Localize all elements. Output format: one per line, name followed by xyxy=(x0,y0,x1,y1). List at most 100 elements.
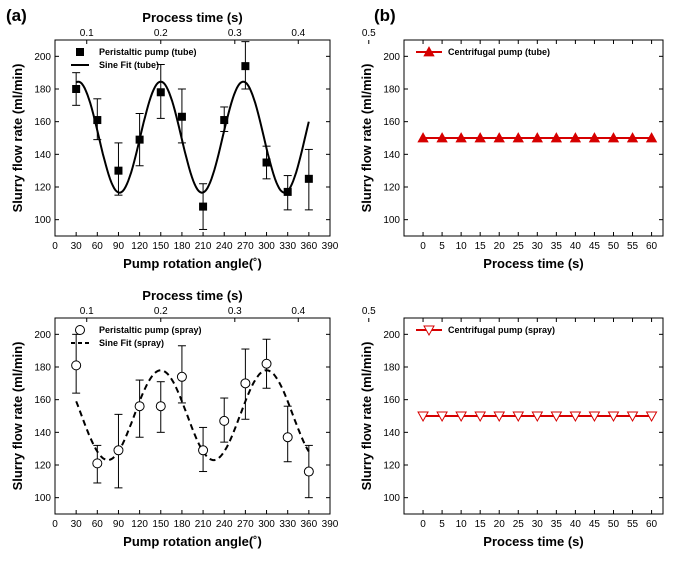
chart-bottom-right: 0 5 10 15 20 25 30 35 40 45 50 55 60 100 120 140 160 180 2… xyxy=(359,317,664,549)
data-point xyxy=(262,158,271,167)
x-tick-label: 150 xyxy=(152,519,169,530)
x-tick-label: 330 xyxy=(279,241,296,252)
data-point xyxy=(607,132,620,143)
data-point xyxy=(550,132,563,143)
x-axis-title: Pump rotation angle(˚) xyxy=(123,534,262,549)
x-tick-label: 360 xyxy=(301,241,318,252)
x-tick-label: 60 xyxy=(92,519,104,530)
x-tick-label: 360 xyxy=(301,519,318,530)
data-point xyxy=(71,360,82,371)
y-tick-label: 180 xyxy=(34,363,51,374)
data-point xyxy=(626,132,639,143)
y-tick-label: 120 xyxy=(383,183,400,194)
y-tick-label: 140 xyxy=(34,428,51,439)
top-tick-label: 0.1 xyxy=(80,306,94,317)
data-point xyxy=(304,174,313,183)
x-tick-label: 60 xyxy=(646,519,658,530)
x-tick-label: 180 xyxy=(174,241,191,252)
data-point xyxy=(512,411,525,423)
data-point xyxy=(436,132,448,143)
y-tick-label: 100 xyxy=(383,493,400,504)
x-tick-label: 0 xyxy=(52,241,58,252)
data-point xyxy=(417,132,429,143)
x-tick-label: 90 xyxy=(113,241,125,252)
data-point xyxy=(92,458,103,469)
panel-label-a: (a) xyxy=(6,6,27,25)
data-point xyxy=(569,132,582,143)
top-tick-label: 0.1 xyxy=(80,28,94,39)
y-tick-label: 200 xyxy=(34,330,51,341)
data-point xyxy=(569,411,582,423)
data-point xyxy=(512,132,524,143)
data-point xyxy=(455,411,467,423)
x-tick-label: 330 xyxy=(279,519,296,530)
y-tick-label: 180 xyxy=(383,85,400,96)
x-tick-label: 10 xyxy=(456,241,468,252)
data-point xyxy=(155,401,166,412)
x-tick-label: 60 xyxy=(92,241,104,252)
data-point xyxy=(645,411,658,423)
x-tick-label: 120 xyxy=(131,241,148,252)
y-axis-title: Slurry flow rate (ml/min) xyxy=(359,342,374,491)
data-point xyxy=(72,85,81,93)
sine-fit-line xyxy=(75,369,310,462)
y-tick-label: 100 xyxy=(34,215,51,226)
x-tick-label: 5 xyxy=(439,241,445,252)
plot-frame xyxy=(54,39,331,237)
x-tick-label: 240 xyxy=(216,519,233,530)
x-tick-label: 90 xyxy=(113,519,125,530)
x-tick-label: 20 xyxy=(494,241,506,252)
top-axis-title: Process time (s) xyxy=(142,288,242,303)
data-point xyxy=(219,415,230,426)
x-tick-label: 5 xyxy=(439,519,445,530)
x-tick-label: 25 xyxy=(513,241,525,252)
x-tick-label: 210 xyxy=(195,241,212,252)
y-tick-label: 180 xyxy=(383,363,400,374)
x-tick-label: 15 xyxy=(475,519,487,530)
y-tick-label: 140 xyxy=(34,150,51,161)
y-tick-label: 160 xyxy=(383,117,400,128)
plot-frame xyxy=(403,39,664,237)
data-point xyxy=(607,411,620,423)
x-tick-label: 50 xyxy=(608,519,620,530)
data-point xyxy=(417,411,429,423)
data-point xyxy=(156,88,165,97)
data-point xyxy=(240,378,251,389)
data-point xyxy=(261,358,272,369)
top-tick-label: 0.3 xyxy=(228,306,242,317)
data-point xyxy=(199,202,208,211)
x-axis-title: Process time (s) xyxy=(483,256,583,271)
data-point xyxy=(474,132,486,143)
top-axis-title: Process time (s) xyxy=(142,10,242,25)
x-tick-label: 390 xyxy=(322,241,339,252)
x-tick-label: 390 xyxy=(322,519,339,530)
data-point xyxy=(176,371,187,382)
data-point xyxy=(531,411,544,423)
y-tick-label: 160 xyxy=(34,117,51,128)
x-tick-label: 0 xyxy=(52,519,58,530)
x-tick-label: 25 xyxy=(513,519,525,530)
y-tick-label: 100 xyxy=(383,215,400,226)
x-tick-label: 40 xyxy=(570,519,582,530)
x-tick-label: 0 xyxy=(420,241,426,252)
data-point xyxy=(455,132,467,143)
y-tick-label: 200 xyxy=(34,52,51,63)
y-tick-label: 120 xyxy=(383,461,400,472)
x-tick-label: 240 xyxy=(216,241,233,252)
x-tick-label: 300 xyxy=(258,519,275,530)
x-tick-label: 30 xyxy=(71,241,83,252)
x-axis-title: Pump rotation angle(˚) xyxy=(123,256,262,271)
y-tick-label: 120 xyxy=(34,461,51,472)
top-tick-label: 0.2 xyxy=(154,28,168,39)
legend-label: Peristaltic pump (tube) xyxy=(99,47,197,57)
x-tick-label: 30 xyxy=(532,241,544,252)
y-tick-label: 200 xyxy=(383,330,400,341)
legend-label: Centrifugal pump (spray) xyxy=(448,325,555,335)
data-point xyxy=(134,401,145,412)
y-tick-label: 200 xyxy=(383,52,400,63)
x-tick-label: 40 xyxy=(570,241,582,252)
data-point xyxy=(135,135,144,144)
data-point xyxy=(474,411,487,423)
y-tick-label: 140 xyxy=(383,428,400,439)
data-point xyxy=(493,132,505,143)
